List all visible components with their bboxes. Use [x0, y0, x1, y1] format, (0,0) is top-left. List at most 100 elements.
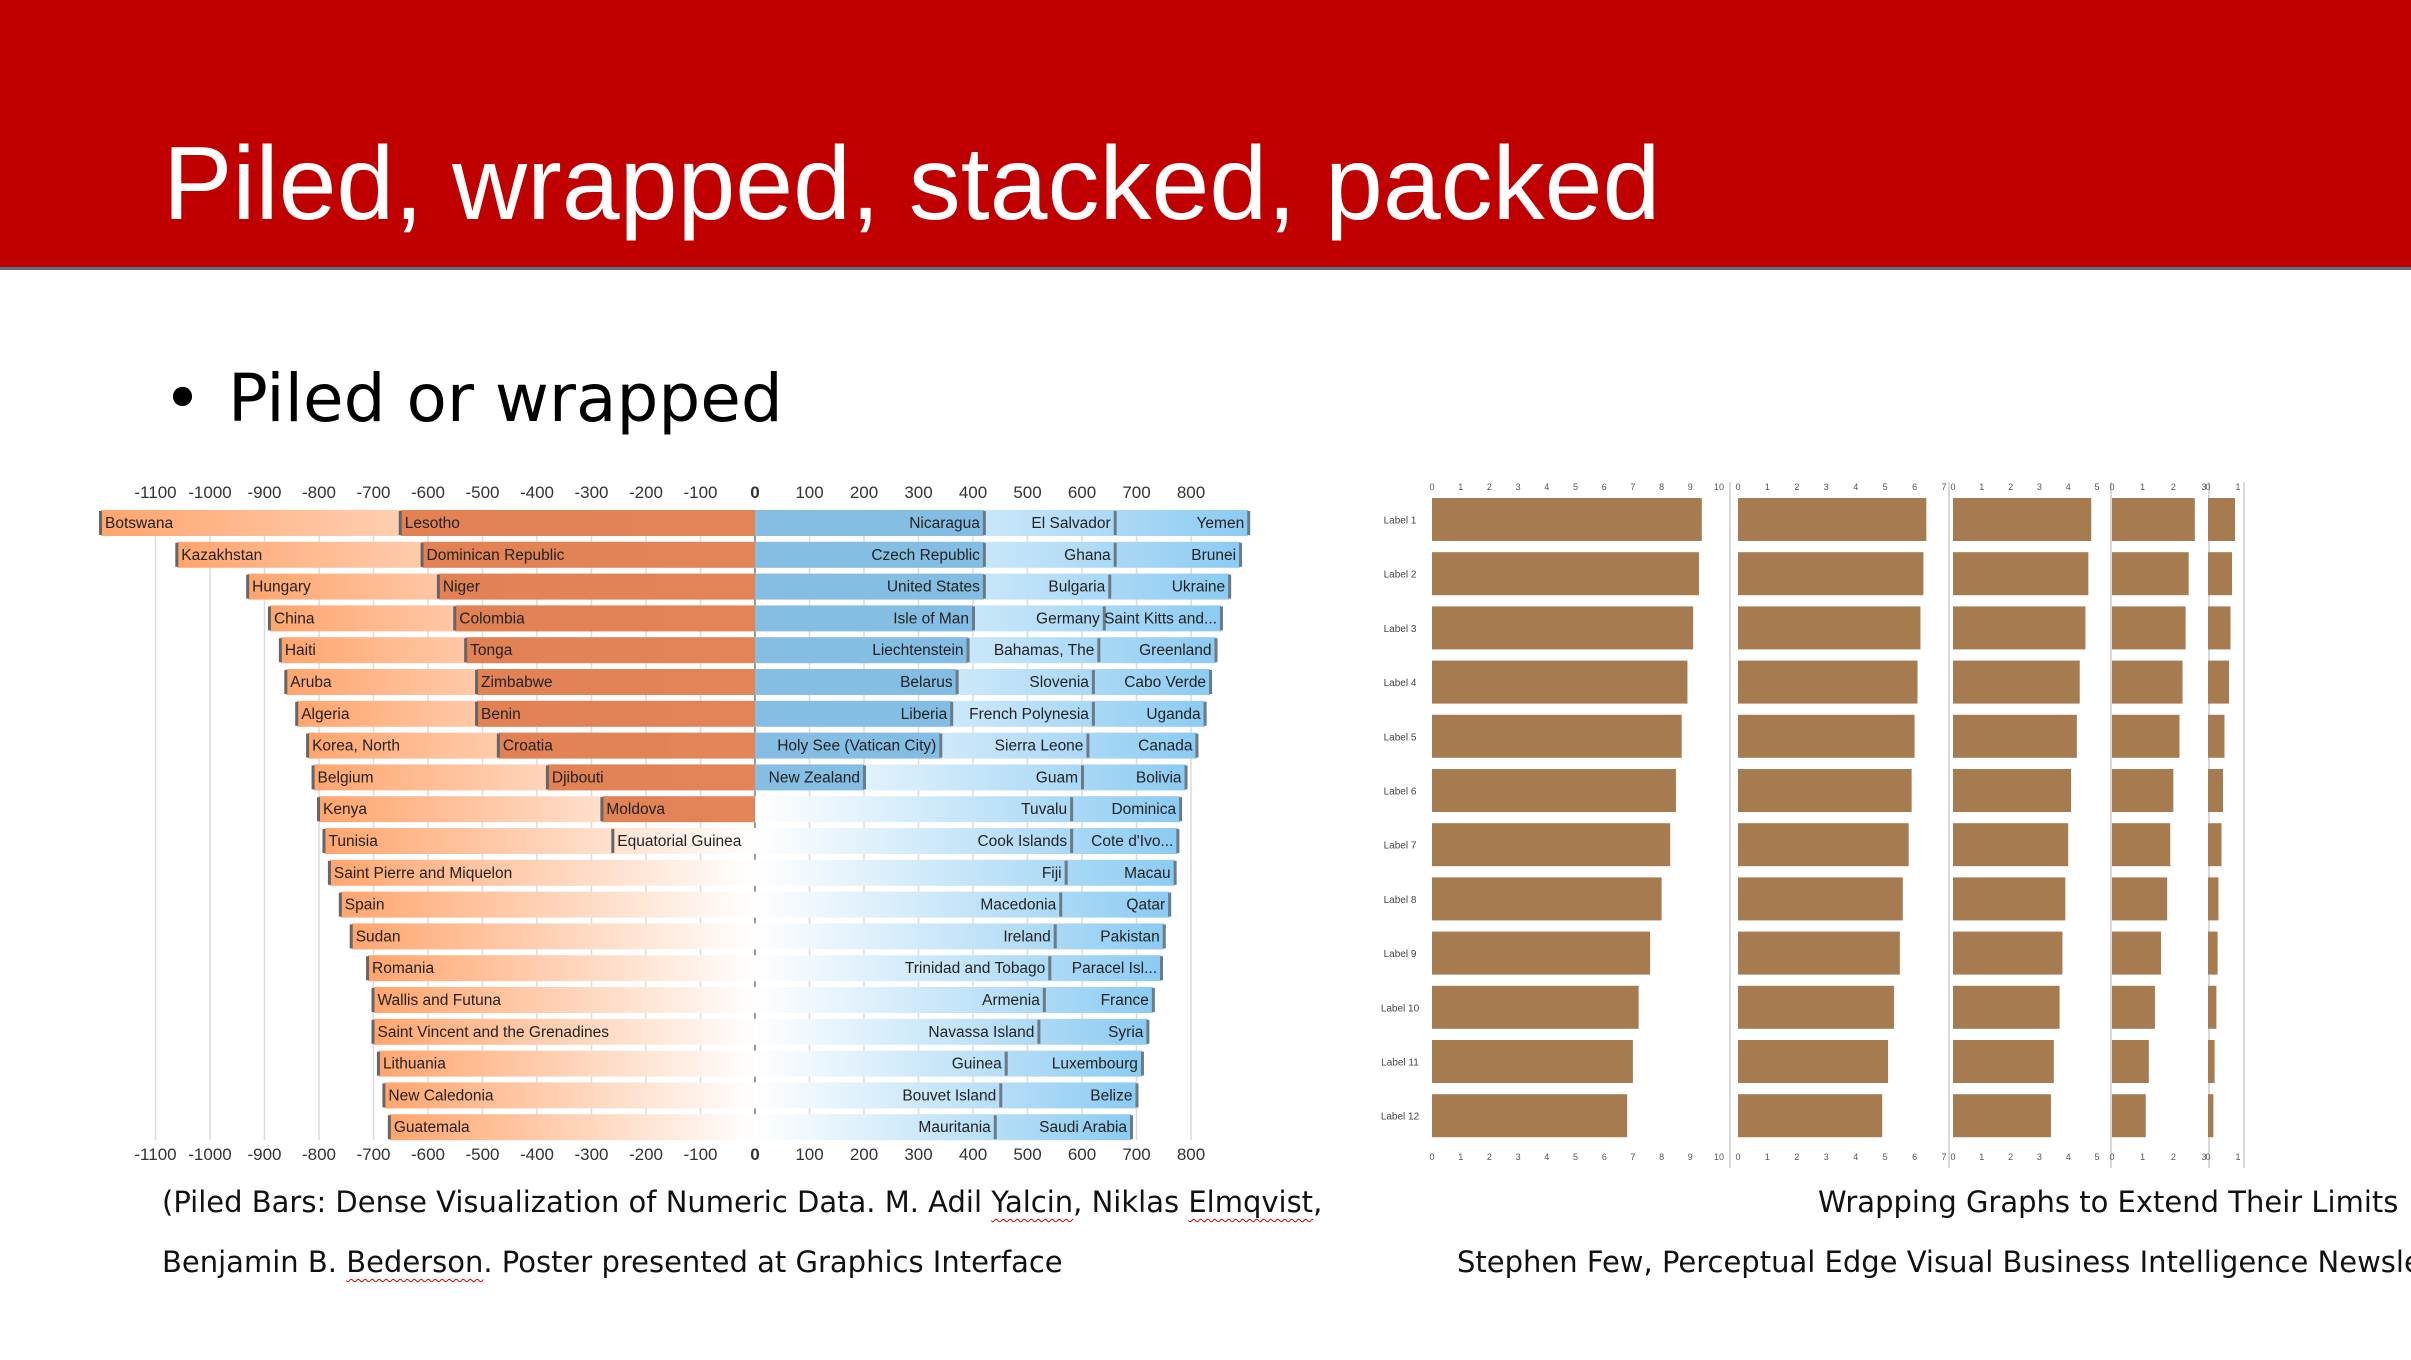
bar-marker: [950, 701, 954, 726]
axis-tick-label-top: -100: [683, 483, 717, 502]
bar-positive-fill: [755, 891, 1170, 918]
axis-tick-label-bottom: 600: [1068, 1145, 1096, 1164]
axis-tick-label-bottom: 0: [1950, 1152, 1955, 1162]
bar-label: Spain: [345, 897, 385, 914]
wrapped-bar: [1738, 877, 1903, 921]
bar-negative-fill: [340, 891, 755, 918]
axis-tick-label-top: 5: [1573, 482, 1578, 492]
bar-label: Macedonia: [980, 897, 1056, 914]
bar-label: Lithuania: [383, 1056, 446, 1073]
bar-label: Tuvalu: [1021, 801, 1067, 818]
bar-marker: [982, 574, 986, 599]
bar-marker: [496, 733, 500, 758]
bar-label: Belize: [1090, 1087, 1132, 1104]
bar-positive: [755, 573, 984, 600]
wrapped-bar: [1738, 931, 1900, 975]
bar-label: Kenya: [323, 801, 367, 818]
bar-label: Benin: [481, 706, 521, 723]
axis-tick-label-top: 200: [850, 483, 878, 502]
bar-label: Czech Republic: [871, 547, 980, 564]
bar-label: Bahamas, The: [994, 642, 1095, 659]
wrapped-bar: [1738, 1040, 1889, 1083]
bar-marker: [600, 797, 604, 822]
bar-label: Moldova: [606, 801, 665, 818]
bar-label: Djibouti: [552, 769, 604, 786]
wrapped-bar: [2208, 1094, 2214, 1138]
axis-tick-label-top: 500: [1013, 483, 1041, 502]
bar-label: United States: [887, 579, 980, 596]
bar-label: Ukraine: [1172, 579, 1225, 596]
bar-marker: [475, 701, 479, 726]
axis-tick-label-top: 2: [2171, 482, 2176, 492]
bar-label: Isle of Man: [893, 610, 969, 627]
axis-tick-label-bottom: 100: [795, 1145, 823, 1164]
piled-bars-chart: Botswana Lesotho Nicaragua El Salvador Yemen…: [99, 483, 1251, 1164]
axis-tick-label-top: 0: [2205, 482, 2210, 492]
axis-tick-label-top: 1: [2140, 482, 2145, 492]
bar-label: China: [274, 610, 315, 627]
wrapped-bar: [1953, 985, 2060, 1029]
bar-positive-fill: [755, 923, 1164, 950]
axis-tick-label-top: -1000: [188, 483, 231, 502]
axis-tick-label-top: 4: [2066, 482, 2071, 492]
bar-label: Bouvet Island: [902, 1087, 996, 1104]
axis-tick-label-top: 9: [1688, 482, 1693, 492]
bar-positive-fill: [755, 955, 1162, 982]
bar-label: Bolivia: [1136, 769, 1182, 786]
bar-label: Paracel Isl...: [1072, 960, 1157, 977]
bar-label: Cabo Verde: [1124, 674, 1206, 691]
wrapped-bar: [1432, 769, 1676, 812]
axis-tick-label-top: 3: [2201, 482, 2206, 492]
bar-marker: [993, 1115, 997, 1140]
bar-negative-fill: [378, 1050, 755, 1077]
wrapped-bar: [1432, 606, 1694, 650]
wrapped-bar: [2208, 714, 2225, 758]
bar-positive-fill: [755, 1114, 1132, 1141]
wrapped-bar: [1432, 1094, 1628, 1138]
wrapped-bar: [1953, 931, 2063, 975]
axis-tick-label-bottom: 1: [1458, 1152, 1463, 1162]
wrapped-bar: [1953, 498, 2092, 541]
bar-negative-fill: [329, 859, 755, 886]
axis-tick-label-bottom: 3: [1516, 1152, 1521, 1162]
bar-label: Germany: [1036, 610, 1100, 627]
bar-label: El Salvador: [1031, 515, 1110, 532]
axis-tick-label-bottom: -1000: [188, 1145, 231, 1164]
bar-label: Canada: [1138, 738, 1193, 755]
wrapped-bar: [1432, 552, 1699, 596]
wrapped-bar: [1738, 823, 1909, 867]
bar-label: Yemen: [1197, 515, 1245, 532]
bar-positive-fill: [755, 796, 1181, 823]
bar-label: Saudi Arabia: [1039, 1119, 1127, 1136]
axis-tick-label-bottom: 3: [1824, 1152, 1829, 1162]
bar-marker: [999, 1083, 1003, 1108]
category-label: Label 2: [1384, 570, 1417, 581]
bar-label: Belgium: [318, 769, 374, 786]
axis-tick-label-top: -600: [411, 483, 445, 502]
bar-marker: [284, 670, 288, 694]
slide-title: Piled, wrapped, stacked, packed: [163, 126, 1661, 242]
axis-tick-label-top: -500: [465, 483, 499, 502]
wrapped-bar: [2208, 877, 2219, 921]
bar-negative: [547, 764, 755, 791]
bar-marker: [1070, 829, 1074, 853]
bar-label: Dominica: [1111, 801, 1176, 818]
axis-tick-label-top: 1: [1979, 482, 1984, 492]
axis-tick-label-bottom: 4: [1544, 1152, 1549, 1162]
bar-marker: [453, 606, 457, 631]
wrapped-bar: [1738, 1094, 1883, 1138]
left-caption-line1: (Piled Bars: Dense Visualization of Nume…: [162, 1185, 1323, 1219]
axis-tick-label-top: -900: [247, 483, 281, 502]
axis-tick-label-top: 8: [1659, 482, 1664, 492]
bar-label: Romania: [372, 960, 434, 977]
axis-tick-label-bottom: 0: [1735, 1152, 1740, 1162]
bar-negative-fill: [373, 987, 755, 1013]
right-caption-line1: Wrapping Graphs to Extend Their Limits: [1818, 1185, 2399, 1219]
category-label: Label 6: [1384, 787, 1417, 798]
bar-label: Guatemala: [394, 1119, 470, 1136]
bar-marker: [420, 542, 424, 567]
axis-tick-label-top: 5: [1883, 482, 1888, 492]
wrapped-bar: [1738, 714, 1915, 758]
bar-marker: [1214, 638, 1218, 663]
bar-marker: [382, 1083, 386, 1108]
